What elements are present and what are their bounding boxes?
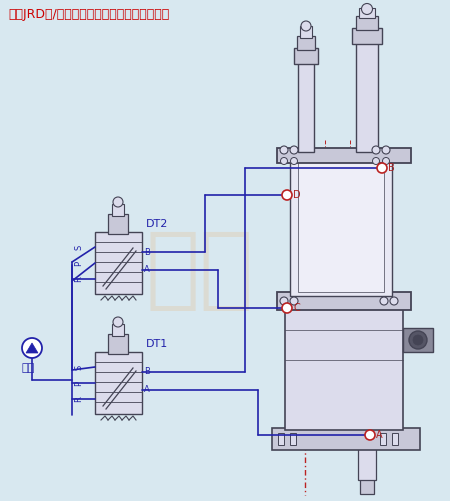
Bar: [278, 433, 284, 445]
Text: A: A: [376, 430, 382, 440]
Circle shape: [365, 430, 375, 440]
Circle shape: [377, 163, 387, 173]
Circle shape: [373, 157, 379, 164]
Text: P: P: [75, 261, 84, 266]
Circle shape: [22, 338, 42, 358]
Bar: [360, 478, 374, 494]
Circle shape: [372, 146, 380, 154]
Bar: [392, 433, 398, 445]
Bar: [356, 42, 378, 152]
Text: S: S: [75, 364, 84, 370]
Bar: [298, 162, 384, 292]
Bar: [403, 328, 433, 352]
Circle shape: [382, 157, 390, 164]
Bar: [285, 305, 403, 430]
Circle shape: [113, 197, 123, 207]
Bar: [297, 36, 315, 50]
Circle shape: [380, 297, 388, 305]
Bar: [108, 334, 128, 354]
Bar: [298, 62, 314, 152]
Circle shape: [361, 4, 373, 15]
Bar: [356, 16, 378, 30]
Circle shape: [390, 297, 398, 305]
Bar: [359, 8, 375, 18]
Bar: [380, 433, 386, 445]
Text: R: R: [75, 396, 84, 402]
Circle shape: [291, 157, 297, 164]
Circle shape: [413, 335, 423, 345]
Bar: [112, 204, 124, 216]
Text: C: C: [293, 303, 300, 313]
Bar: [300, 26, 312, 38]
Text: A: A: [144, 385, 150, 394]
Circle shape: [113, 317, 123, 327]
Text: D: D: [293, 190, 301, 200]
Text: P: P: [75, 380, 84, 386]
Circle shape: [280, 146, 288, 154]
Circle shape: [282, 190, 292, 200]
Circle shape: [409, 331, 427, 349]
Bar: [277, 292, 411, 310]
Bar: [290, 433, 296, 445]
Bar: [358, 448, 376, 480]
Bar: [352, 28, 382, 44]
Circle shape: [280, 297, 288, 305]
Text: DT1: DT1: [146, 339, 168, 349]
Circle shape: [282, 303, 292, 313]
Polygon shape: [26, 343, 38, 353]
Text: B: B: [144, 247, 150, 257]
Bar: [272, 428, 420, 450]
Bar: [95, 232, 142, 294]
Text: A: A: [144, 266, 150, 275]
Text: DT2: DT2: [146, 219, 168, 229]
Bar: [294, 48, 318, 64]
Circle shape: [290, 297, 298, 305]
Text: 玖容JRD总/力行程可调气液增压缸气路连接图: 玖容JRD总/力行程可调气液增压缸气路连接图: [8, 8, 169, 21]
Bar: [108, 214, 128, 234]
Text: B: B: [388, 163, 395, 173]
Bar: [112, 324, 124, 336]
Text: R: R: [75, 276, 84, 282]
Circle shape: [280, 157, 288, 164]
Text: B: B: [144, 368, 150, 376]
Bar: [277, 148, 411, 163]
Circle shape: [382, 146, 390, 154]
Text: S: S: [75, 244, 84, 249]
Bar: [290, 158, 392, 296]
Text: 玖容: 玖容: [146, 226, 254, 314]
Bar: [95, 352, 142, 414]
Circle shape: [290, 146, 298, 154]
Text: 气源: 气源: [22, 363, 35, 373]
Circle shape: [301, 21, 311, 31]
